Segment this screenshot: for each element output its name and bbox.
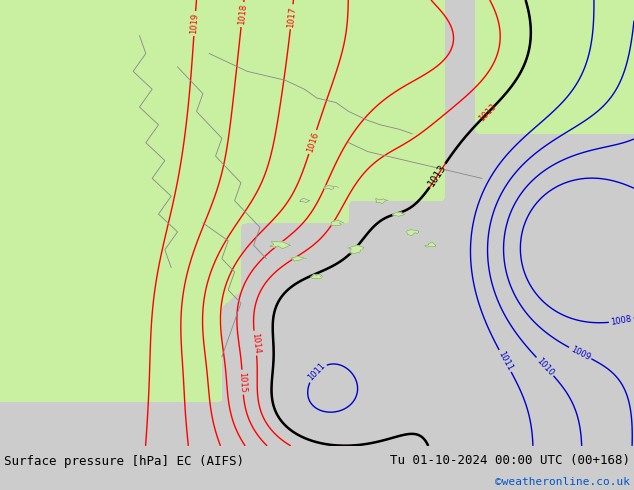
Polygon shape <box>311 274 323 279</box>
Text: 1011: 1011 <box>306 362 327 383</box>
Polygon shape <box>376 198 388 204</box>
Polygon shape <box>269 242 290 249</box>
Text: 1008: 1008 <box>610 315 633 327</box>
Text: 1017: 1017 <box>286 6 297 28</box>
Text: 1018: 1018 <box>237 3 248 25</box>
Text: 1014: 1014 <box>250 332 261 354</box>
Text: Surface pressure [hPa] EC (AIFS): Surface pressure [hPa] EC (AIFS) <box>4 455 245 468</box>
Polygon shape <box>325 185 339 190</box>
Polygon shape <box>406 230 419 236</box>
Text: 1010: 1010 <box>534 356 555 377</box>
Polygon shape <box>348 245 364 253</box>
Text: 1009: 1009 <box>569 344 592 362</box>
Text: 1015: 1015 <box>238 371 248 393</box>
Text: 1016: 1016 <box>305 130 320 153</box>
Polygon shape <box>425 243 436 247</box>
Text: 1011: 1011 <box>496 349 514 372</box>
Text: 1019: 1019 <box>190 13 200 34</box>
Polygon shape <box>392 212 404 216</box>
Text: Tu 01-10-2024 00:00 UTC (00+168): Tu 01-10-2024 00:00 UTC (00+168) <box>389 454 630 466</box>
Text: 1013: 1013 <box>427 163 448 189</box>
Text: 1013: 1013 <box>477 102 498 123</box>
Polygon shape <box>300 198 309 202</box>
Text: ©weatheronline.co.uk: ©weatheronline.co.uk <box>495 477 630 487</box>
Polygon shape <box>291 257 306 261</box>
Polygon shape <box>331 220 344 226</box>
